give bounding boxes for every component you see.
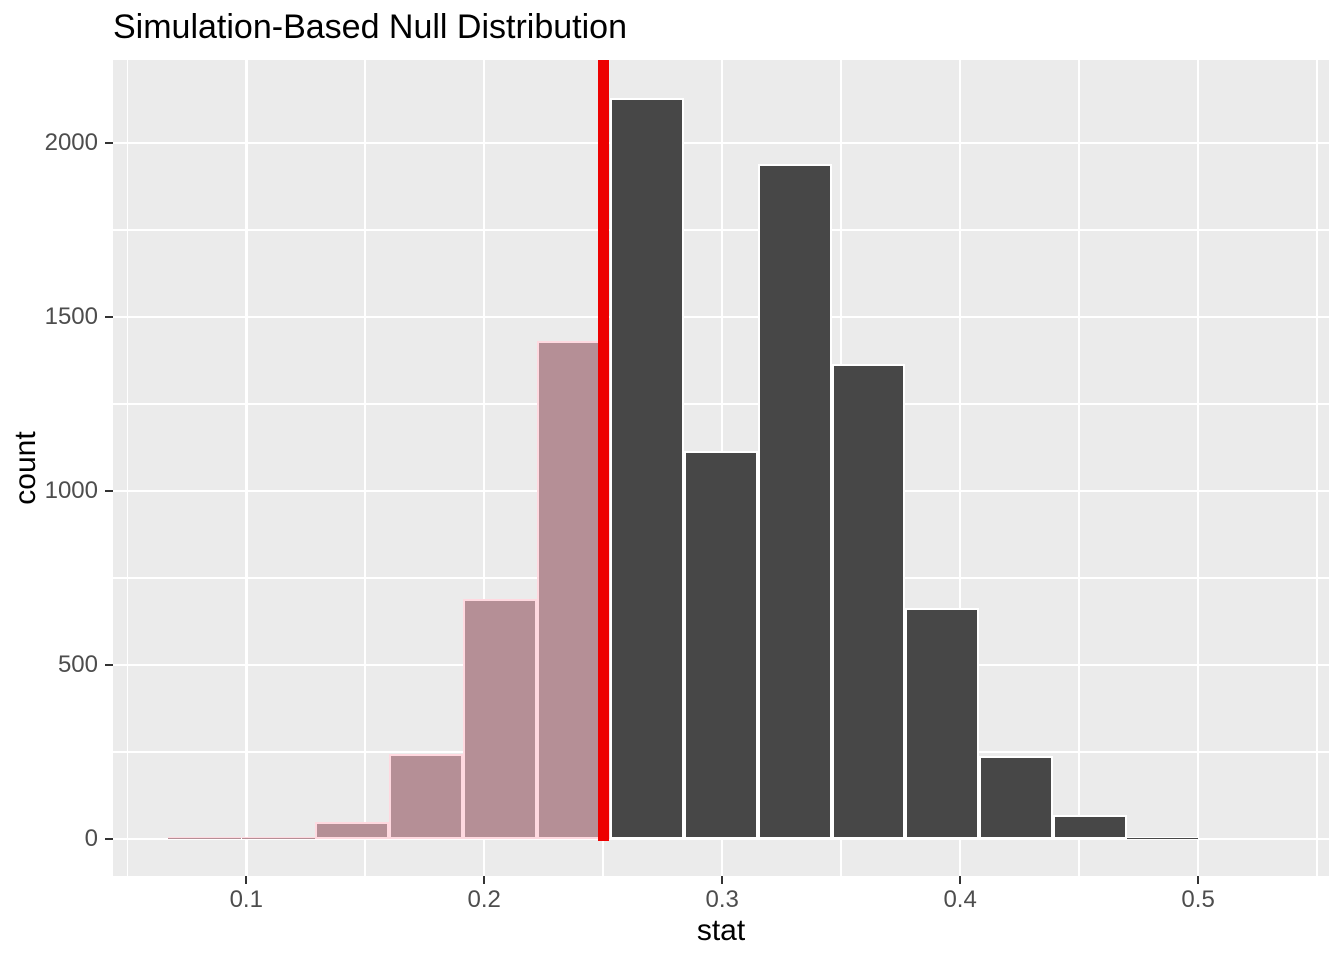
- x-tick-label: 0.5: [1181, 886, 1215, 913]
- x-tick-mark: [959, 876, 962, 884]
- minor-gridline-x: [126, 60, 129, 876]
- x-tick-mark: [1197, 876, 1200, 884]
- shaded-histogram-bar: [389, 753, 463, 840]
- major-gridline-y: [113, 141, 1329, 145]
- histogram-bar: [610, 97, 685, 840]
- y-tick-label: 1000: [44, 476, 98, 504]
- x-axis-title: stat: [696, 914, 746, 947]
- histogram-bar: [979, 755, 1053, 840]
- major-gridline-x: [1196, 60, 1200, 876]
- shaded-histogram-bar: [167, 836, 242, 840]
- shaded-histogram-bar: [462, 598, 537, 840]
- x-tick-mark: [245, 876, 248, 884]
- minor-gridline-x: [1078, 60, 1080, 876]
- major-gridline-y: [113, 837, 1329, 841]
- y-tick-label: 1500: [44, 302, 98, 330]
- x-tick-label: 0.3: [705, 886, 739, 913]
- major-gridline-x: [958, 60, 962, 876]
- shaded-histogram-bar: [315, 821, 390, 840]
- y-tick-label: 0: [84, 825, 98, 853]
- y-tick-mark: [105, 141, 113, 144]
- y-tick-mark: [105, 838, 113, 841]
- major-gridline-y: [113, 315, 1329, 319]
- y-tick-mark: [105, 664, 113, 667]
- histogram-bar: [757, 163, 832, 840]
- histogram-bar-empty: [1198, 837, 1272, 840]
- y-tick-label: 2000: [44, 128, 98, 156]
- major-gridline-x: [482, 60, 486, 876]
- y-tick-label: 500: [57, 651, 98, 679]
- minor-gridline-x: [1316, 60, 1318, 876]
- x-tick-label: 0.2: [467, 886, 501, 913]
- x-tick-label: 0.4: [943, 886, 977, 913]
- y-tick-mark: [105, 315, 113, 318]
- histogram-bar: [831, 363, 906, 840]
- x-tick-mark: [483, 876, 486, 884]
- histogram-bar: [1052, 814, 1127, 840]
- observed-stat-line: [597, 60, 609, 842]
- y-axis-title: count: [9, 431, 42, 505]
- shaded-histogram-bar: [241, 836, 316, 840]
- x-tick-label: 0.1: [229, 886, 263, 913]
- histogram-bar: [905, 607, 980, 840]
- minor-gridline-x: [364, 60, 366, 876]
- histogram-bar: [1126, 836, 1199, 840]
- major-gridline-x: [245, 60, 248, 876]
- y-tick-mark: [105, 489, 113, 492]
- plot-title: Simulation-Based Null Distribution: [113, 8, 628, 46]
- x-tick-mark: [721, 876, 724, 884]
- histogram-bar: [684, 450, 758, 840]
